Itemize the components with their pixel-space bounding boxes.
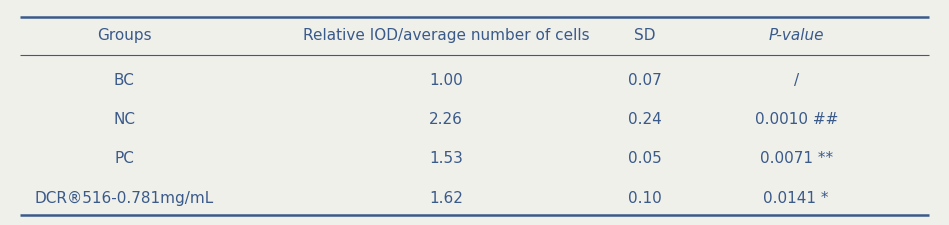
- Text: 0.24: 0.24: [628, 112, 661, 127]
- Text: /: /: [793, 73, 799, 88]
- Text: SD: SD: [634, 28, 656, 43]
- Text: 1.00: 1.00: [429, 73, 463, 88]
- Text: 0.0010 ##: 0.0010 ##: [754, 112, 838, 127]
- Text: 0.0071 **: 0.0071 **: [759, 151, 833, 166]
- Text: BC: BC: [114, 73, 135, 88]
- Text: 1.53: 1.53: [429, 151, 463, 166]
- Text: Groups: Groups: [97, 28, 152, 43]
- Text: Relative IOD/average number of cells: Relative IOD/average number of cells: [303, 28, 589, 43]
- Text: 1.62: 1.62: [429, 191, 463, 206]
- Text: 0.05: 0.05: [628, 151, 661, 166]
- Text: 0.0141 *: 0.0141 *: [763, 191, 829, 206]
- Text: NC: NC: [113, 112, 136, 127]
- Text: 0.07: 0.07: [628, 73, 661, 88]
- Text: PC: PC: [115, 151, 135, 166]
- Text: P-value: P-value: [769, 28, 824, 43]
- Text: 0.10: 0.10: [628, 191, 661, 206]
- Text: DCR®516-0.781mg/mL: DCR®516-0.781mg/mL: [35, 191, 214, 206]
- Text: 2.26: 2.26: [429, 112, 463, 127]
